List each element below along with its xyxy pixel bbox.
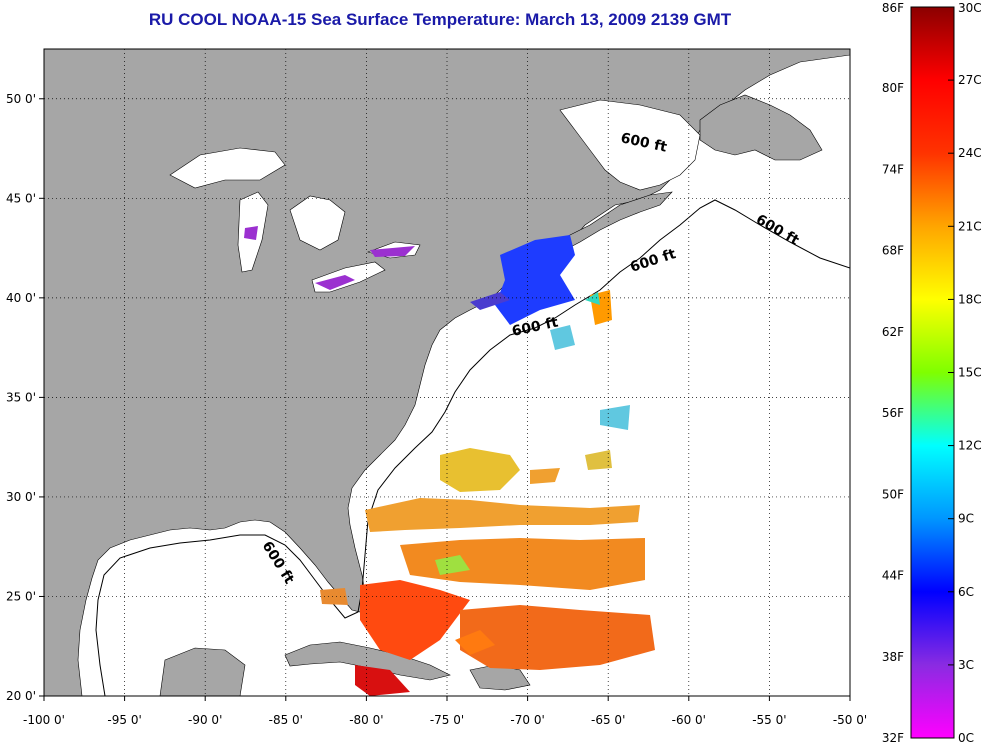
lon-tick-label: -100 0' xyxy=(23,713,65,727)
cuba-land xyxy=(284,641,451,681)
lat-tick-label: 50 0' xyxy=(6,92,36,106)
colorbar-f-label: 56F xyxy=(882,406,904,420)
lon-tick-label: -55 0' xyxy=(752,713,786,727)
lat-tick-label: 25 0' xyxy=(6,589,36,603)
colorbar-f-label: 68F xyxy=(882,244,904,258)
colorbar-f-label: 44F xyxy=(882,569,904,583)
maritimes-land xyxy=(559,191,673,251)
lat-axis: 50 0' 45 0' 40 0' 35 0' 30 0' 25 0' 20 0' xyxy=(6,92,44,703)
lon-tick-label: -70 0' xyxy=(510,713,544,727)
lat-tick-label: 35 0' xyxy=(6,390,36,404)
yucatan-land xyxy=(159,647,246,696)
colorbar-fahrenheit-labels: 86F 80F 74F 68F 62F 56F 50F 44F 38F 32F xyxy=(882,1,904,745)
gulf-st-lawrence-water xyxy=(559,99,701,191)
lat-tick-label: 40 0' xyxy=(6,291,36,305)
colorbar-c-label: 12C xyxy=(958,439,982,453)
colorbar-c-label: 6C xyxy=(958,585,974,599)
lat-tick-label: 20 0' xyxy=(6,689,36,703)
colorbar-f-label: 38F xyxy=(882,650,904,664)
lon-tick-label: -85 0' xyxy=(269,713,303,727)
lon-axis: -100 0' -95 0' -90 0' -85 0' -80 0' -75 0' -70… xyxy=(23,696,867,727)
colorbar-c-label: 30C xyxy=(958,1,982,15)
lon-tick-label: -90 0' xyxy=(188,713,222,727)
colorbar-c-label: 27C xyxy=(958,73,982,87)
lon-tick-label: -50 0' xyxy=(833,713,867,727)
colorbar-c-label: 3C xyxy=(958,658,974,672)
colorbar-c-label: 0C xyxy=(958,731,974,745)
colorbar xyxy=(910,6,955,739)
colorbar-c-label: 24C xyxy=(958,146,982,160)
colorbar-c-label: 18C xyxy=(958,292,982,306)
newfoundland-land xyxy=(699,94,823,161)
lon-tick-label: -80 0' xyxy=(349,713,383,727)
lon-tick-label: -95 0' xyxy=(107,713,141,727)
map-content xyxy=(44,49,850,696)
lon-tick-label: -75 0' xyxy=(430,713,464,727)
colorbar-f-label: 32F xyxy=(882,731,904,745)
lat-tick-label: 30 0' xyxy=(6,490,36,504)
colorbar-f-label: 80F xyxy=(882,81,904,95)
map-title: RU COOL NOAA-15 Sea Surface Temperature:… xyxy=(148,10,732,29)
colorbar-c-label: 15C xyxy=(958,366,982,380)
lon-tick-label: -60 0' xyxy=(672,713,706,727)
colorbar-c-label: 21C xyxy=(958,219,982,233)
colorbar-f-label: 86F xyxy=(882,1,904,15)
600ft-contour xyxy=(95,199,850,696)
colorbar-f-label: 50F xyxy=(882,487,904,501)
colorbar-f-label: 62F xyxy=(882,325,904,339)
colorbar-f-label: 74F xyxy=(882,162,904,176)
lon-tick-label: -65 0' xyxy=(591,713,625,727)
lat-tick-label: 45 0' xyxy=(6,191,36,205)
colorbar-celsius-labels: 30C 27C 24C 21C 18C 15C 12C 9C 6C 3C 0C xyxy=(948,1,982,745)
sst-data xyxy=(244,226,655,696)
colorbar-c-label: 9C xyxy=(958,512,974,526)
